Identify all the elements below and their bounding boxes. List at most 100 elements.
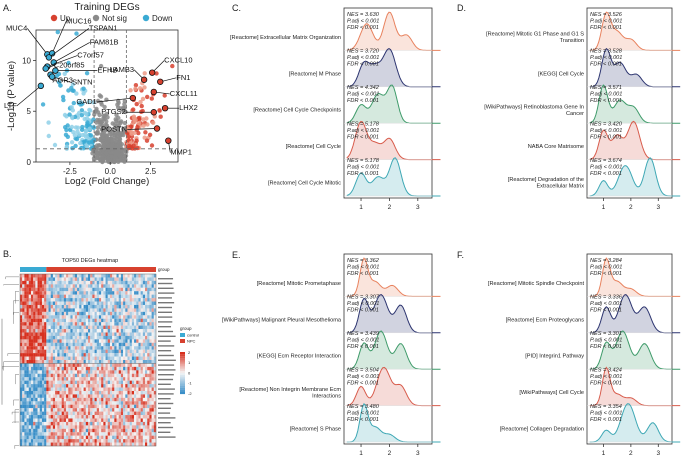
heatmap-cell-1798 [20,373,23,378]
heatmap-cell-2219 [127,394,130,398]
heatmap-cell-1530 [112,356,115,361]
heatmap-cell-1702 [81,366,84,371]
heatmap-cell-1356 [138,346,141,350]
heatmap-cell-225 [105,284,108,288]
heatmap-cell-328 [59,291,62,295]
heatmap-cell-1633 [66,363,69,367]
heatmap-cell-2705 [105,421,108,426]
heatmap-cell-703 [66,311,69,316]
volcano-point-676 [106,147,111,152]
heatmap-cell-2656 [134,418,137,423]
heatmap-cell-98 [98,277,102,281]
heatmap-cell-2100 [138,387,141,392]
heatmap-cell-2932 [59,435,62,440]
heatmap-cell-1934 [46,380,49,385]
heatmap-cell-2312 [59,401,62,405]
heatmap-cell-1815 [57,373,60,378]
heatmap-cell-1733 [149,366,152,371]
heatmap-cell-2816 [77,428,80,433]
heatmap-cell-745 [22,315,25,319]
heatmap-cell-398 [77,294,80,299]
heatmap-cell-532 [98,301,102,306]
heatmap-cell-2892 [107,432,111,436]
heatmap-cell-2686 [63,421,67,426]
heatmap-cell-892 [72,322,75,326]
heatmap-cell-2772 [116,425,119,429]
heatmap-cell-1135 [61,335,64,340]
heatmap-cell-925 [145,322,148,326]
heatmap-cell-2760 [90,425,93,429]
heatmap-cell-470 [98,298,102,302]
heatmap-cell-2627 [70,418,73,423]
heatmap-cell-554 [147,301,150,306]
heatmap-cell-1341 [105,346,108,350]
heatmap-cell-55 [140,274,143,278]
heatmap-cell-1881 [66,377,69,381]
heatmap-cell-144 [63,280,67,285]
heatmap-cell-1971 [127,380,130,385]
heatmap-cell-605 [123,304,126,309]
heatmap-cell-1008 [55,329,58,333]
heatmap-cell-3039 [22,442,25,447]
heatmap-cell-2362 [33,404,36,409]
heatmap-cell-774 [85,315,89,319]
heatmap-cell-1234 [142,339,146,343]
ridge-x-tick-label-0: 1 [359,204,363,211]
heatmap-cell-278 [85,287,89,292]
volcano-point-503 [127,143,132,149]
heatmap-cell-2027 [114,384,117,388]
heatmap-cell-115 [136,277,139,281]
heatmap-cell-1779 [114,370,117,374]
heatmap-cell-1080 [77,332,80,337]
heatmap-cell-347 [101,291,104,295]
heatmap-cell-2385 [83,404,86,409]
heatmap-cell-2665 [153,418,157,423]
heatmap-cell-3036 [151,439,154,443]
heatmap-cell-1289 [127,342,130,347]
heatmap-cell-243 [145,284,148,288]
heatmap-cell-1037 [118,329,121,333]
heatmap-cell-987 [145,325,148,330]
heatmap-cell-2930 [55,435,58,440]
heatmap-cell-191 [30,284,34,288]
ridge-padj-1: P.adj < 0.001 [347,301,379,307]
heatmap-cell-1287 [123,342,126,347]
heatmap-cell-1905 [118,377,121,381]
heatmap-cell-2201 [88,394,91,398]
gene-label-9: LTF [4,101,17,110]
heatmap-cell-2575 [92,415,95,419]
heatmap-cell-2108 [20,390,23,395]
heatmap-cell-1165 [127,335,130,340]
gene-name-mark-25 [158,398,171,400]
heatmap-cell-1421 [145,349,148,354]
heatmap-cell-2967 [136,435,139,440]
heatmap-cell-405 [92,294,95,299]
heatmap-cell-2205 [96,394,100,398]
heatmap-cell-23 [70,274,73,278]
heatmap-cell-51 [131,274,135,278]
heatmap-cell-1764 [81,370,84,374]
heatmap-cell-2719 [136,421,139,426]
ridge-fill-2 [589,85,681,124]
heatmap-cell-61 [153,274,157,278]
heatmap-cell-1474 [125,353,128,357]
heatmap-cell-3021 [118,439,121,443]
heatmap-cell-322 [46,291,49,295]
heatmap-cell-2783 [140,425,143,429]
heatmap-cell-3059 [66,442,69,447]
heatmap-cell-2417 [153,404,157,409]
ridge-fill-0 [346,258,441,297]
heatmap-cell-1432 [33,353,36,357]
heatmap-cell-2641 [101,418,104,423]
heatmap-cell-276 [81,287,84,292]
heatmap-cell-2127 [61,390,64,395]
heatmap-cell-1849 [131,373,135,378]
heatmap-cell-2375 [61,404,64,409]
heatmap-cell-2310 [55,401,58,405]
heatmap-cell-2150 [112,390,115,395]
heatmap-cell-1718 [116,366,119,371]
heatmap-cell-2283 [131,397,135,402]
heatmap-cell-2718 [134,421,137,426]
heatmap-cell-2494 [50,411,53,416]
